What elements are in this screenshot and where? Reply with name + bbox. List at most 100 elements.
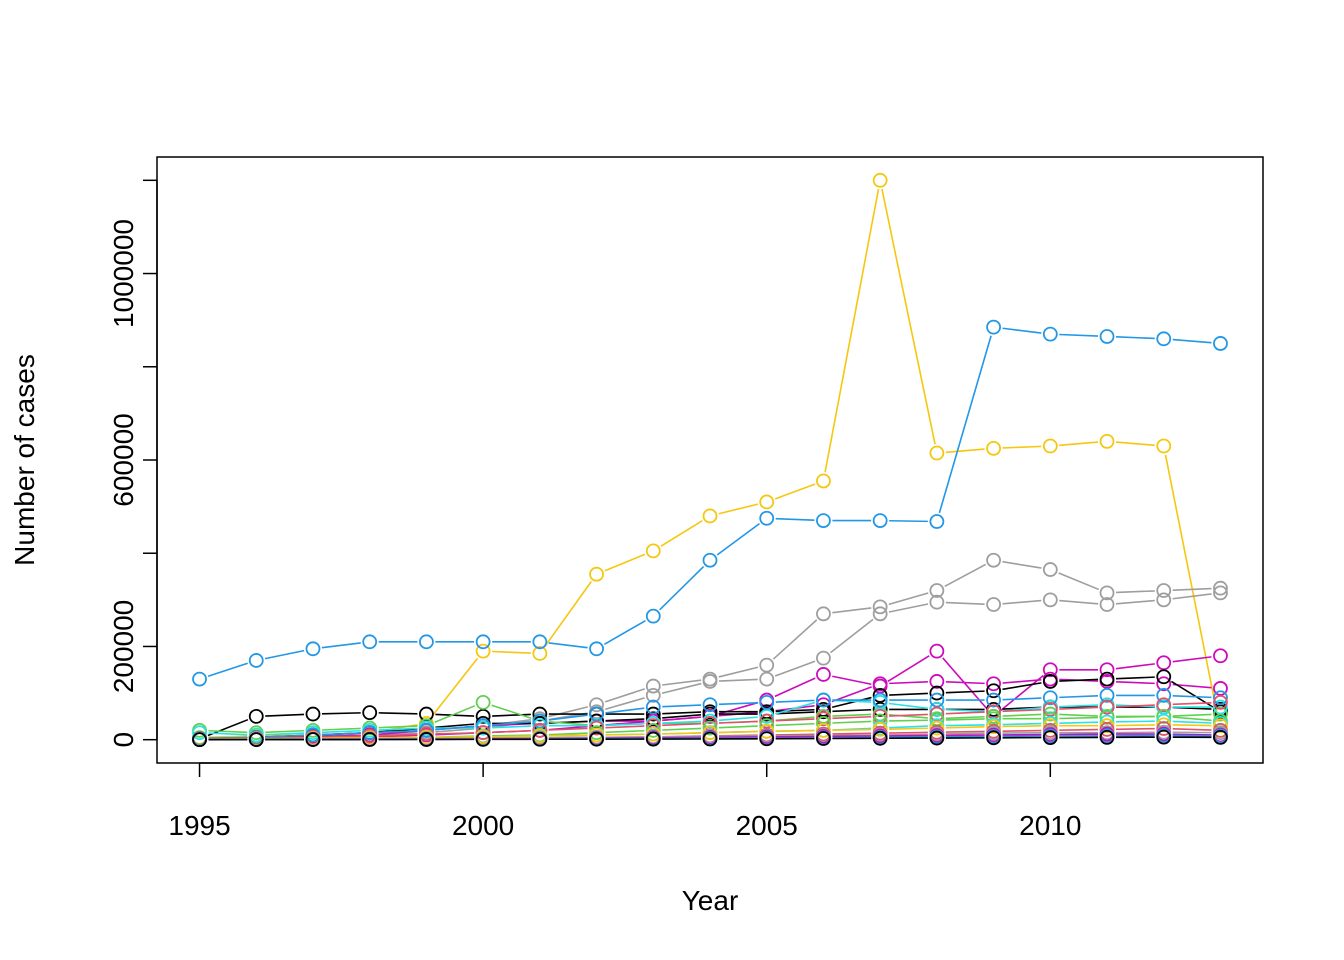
data-point [645,608,661,624]
data-point [362,732,378,747]
data-point [1213,699,1228,715]
y-tick-label: 0 [108,732,139,748]
series-segment [264,649,305,660]
data-point [1156,583,1172,598]
data-point [759,708,775,724]
series-segment [548,720,588,726]
data-point [702,552,718,568]
series-segment [945,715,985,720]
data-point [929,674,945,689]
data-point [645,731,661,747]
series-segment [1059,721,1099,724]
series-segment [548,642,588,649]
series-segment [945,730,985,733]
series-segment [321,735,361,738]
series-segment [378,729,418,734]
data-point [1156,655,1172,671]
series-segment [1002,327,1042,334]
series-segment [1059,716,1099,720]
data-point [986,597,1001,612]
series-segment [718,725,758,729]
data-point [816,731,831,746]
series-segment [832,715,872,720]
series-segment [1115,680,1155,685]
series-segment [945,718,985,721]
data-point [872,730,888,746]
series-segment [265,729,305,734]
data-point [362,705,378,721]
series-segment [889,733,928,736]
data-point [1042,730,1058,745]
data-point [1156,688,1172,703]
data-point [702,508,718,524]
series-segment [662,711,702,715]
series-segment [775,517,815,522]
data-point [872,606,888,622]
data-point [816,722,831,738]
data-point [759,671,775,687]
data-point [645,678,661,694]
series-segment [945,448,985,454]
series-segment [945,724,985,727]
series-segment [1115,336,1155,340]
data-point [645,711,661,727]
data-point [759,510,775,526]
series-segment [548,727,588,731]
series-segment [265,734,305,738]
x-tick-label: 1995 [168,810,230,841]
series-segment [492,729,531,734]
y-tick-label: 1000000 [108,219,139,328]
data-point [872,722,888,737]
data-point [759,723,775,739]
data-point [816,513,831,528]
series-segment [431,657,479,717]
series-segment [1059,704,1099,708]
data-point [929,643,945,659]
series-2 [192,319,1228,687]
data-point [419,732,434,747]
series-segment [1002,682,1042,691]
series-segment [1164,454,1220,722]
data-point [816,697,831,713]
series-segment [889,727,928,731]
data-point [532,706,548,722]
data-point [1213,706,1228,722]
series-segment [889,719,928,722]
series-segment [1059,694,1099,699]
series-segment [718,730,758,734]
data-point [929,706,945,722]
series-segment [548,706,589,718]
series-segment [321,712,361,715]
series-segment [775,729,815,732]
data-point [986,676,1001,692]
data-point [759,494,775,510]
series-segment [434,705,476,724]
data-point [589,720,604,736]
data-point [816,704,831,720]
series-segment [945,732,985,735]
series-segment [945,680,985,685]
data-point [929,445,945,461]
data-point [1099,671,1115,687]
data-point [1156,331,1172,347]
series-segment [775,722,815,727]
series-segment [605,718,645,722]
data-point [1042,438,1058,454]
series-segment [1172,716,1212,722]
series-segment [889,519,928,523]
data-point [872,599,888,615]
data-point [986,692,1001,708]
series-segment [492,725,531,729]
series-segment [718,666,759,678]
data-point [248,732,264,747]
data-point [1156,721,1172,736]
data-point [419,634,434,650]
series-segment [265,713,305,717]
data-point [986,683,1001,699]
series-segment [1059,678,1099,682]
series-segment [1172,587,1212,591]
data-point [1213,729,1228,745]
series-segment [832,675,872,686]
x-tick-label: 2010 [1019,810,1081,841]
series-segment [1116,727,1155,731]
